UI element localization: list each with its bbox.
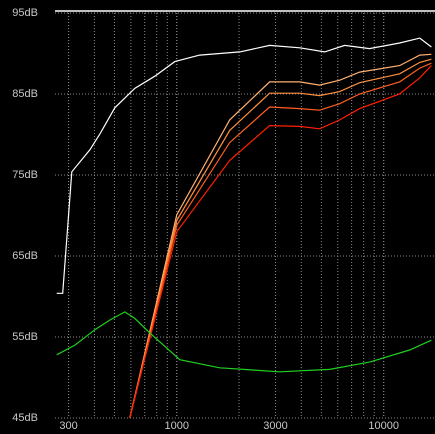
series-line [56, 37, 432, 294]
x-tick-label: 1000 [165, 420, 189, 432]
x-tick-label: 3000 [263, 420, 287, 432]
series-line [56, 311, 432, 373]
series-line [129, 62, 432, 419]
y-tick-label: 65dB [12, 250, 38, 262]
x-tick-label: 300 [59, 420, 77, 432]
y-tick-label: 95dB [12, 7, 38, 19]
y-tick-label: 45dB [12, 412, 38, 424]
series-line [129, 58, 432, 419]
series-line [129, 53, 432, 419]
x-tick-label: 10000 [368, 420, 399, 432]
y-tick-label: 75dB [12, 169, 38, 181]
y-tick-label: 55dB [12, 331, 38, 343]
y-tick-label: 85dB [12, 88, 38, 100]
series-line [129, 65, 432, 419]
